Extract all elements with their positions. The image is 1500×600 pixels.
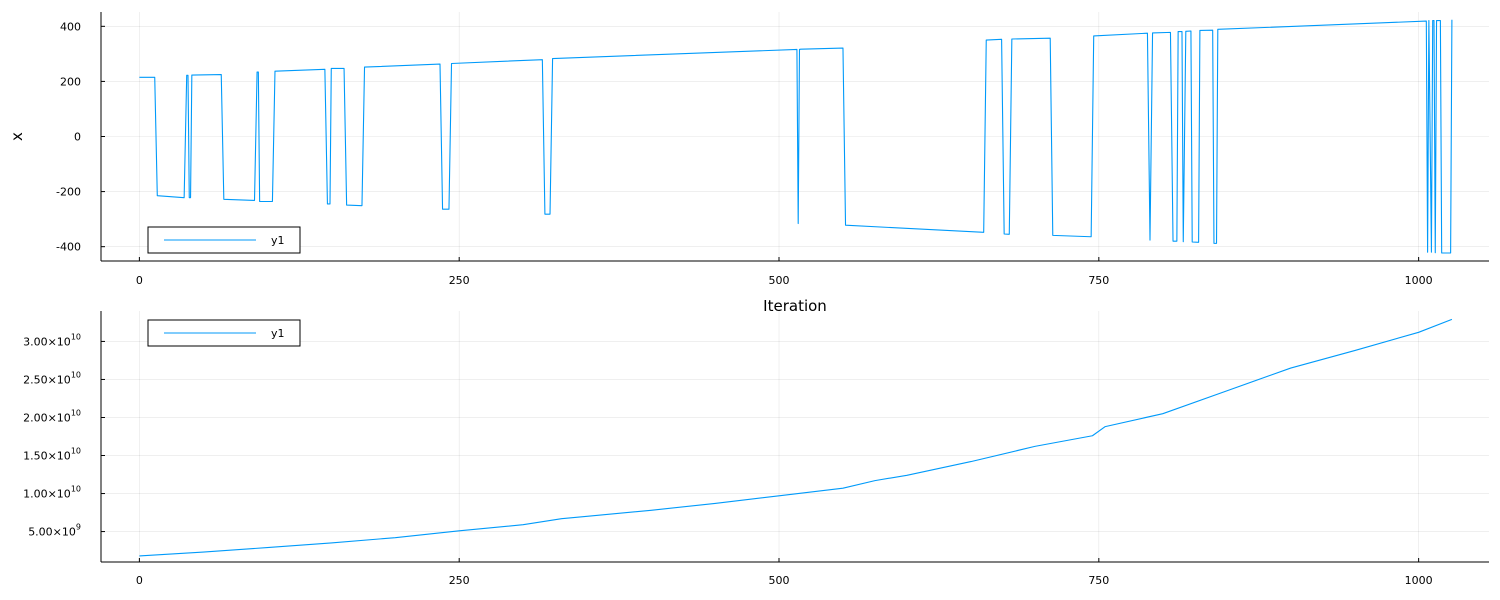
y-tick-label-exponent: 10 xyxy=(71,447,81,456)
y-tick-label-exponent: 10 xyxy=(71,370,81,379)
y-tick-label: 5.00×109 xyxy=(28,523,81,539)
y-tick-label: 200 xyxy=(60,75,81,88)
y-tick-label-exponent: 10 xyxy=(71,408,81,417)
y-tick-label: -200 xyxy=(56,186,81,199)
y-tick-label-exponent: 9 xyxy=(76,523,81,532)
y-tick-label: 1.50×1010 xyxy=(23,447,81,463)
x-tick-label: 1000 xyxy=(1405,274,1433,287)
y-tick-label: 2.50×1010 xyxy=(23,370,81,386)
y-tick-label: 2.00×1010 xyxy=(23,408,81,424)
series-line-y1 xyxy=(139,19,1453,254)
x-tick-label: 0 xyxy=(136,574,143,587)
legend: y1 xyxy=(147,319,301,347)
y-axis-title: x xyxy=(8,132,26,141)
x-tick-label: 0 xyxy=(136,274,143,287)
x-tick-label: 250 xyxy=(449,574,470,587)
x-tick-label: 750 xyxy=(1088,574,1109,587)
y-tick-label-base: 2.00×10 xyxy=(23,411,71,424)
y-tick-label-exponent: 10 xyxy=(71,332,81,341)
y-tick-label: 400 xyxy=(60,20,81,33)
x-axis-title: Iteration xyxy=(763,297,827,315)
y-tick-label: 1.00×1010 xyxy=(23,485,81,501)
y-tick-label: -400 xyxy=(56,241,81,254)
y-tick-label-base: 2.50×10 xyxy=(23,373,71,386)
y-tick-label-base: 3.00×10 xyxy=(23,335,71,348)
y-tick-label: 3.00×1010 xyxy=(23,332,81,348)
y-tick-label-base: 5.00×10 xyxy=(28,526,76,539)
x-tick-label: 500 xyxy=(769,274,790,287)
plot-x-vs-iteration: 0 250 500 750 1000 400 200 0 -200 -400 x Iteration y… xyxy=(8,12,1489,315)
y-tick-label-base: 1.00×10 xyxy=(23,488,71,501)
legend: y1 xyxy=(147,226,301,254)
legend-label: y1 xyxy=(271,234,285,247)
y-tick-label-exponent: 10 xyxy=(71,485,81,494)
legend-label: y1 xyxy=(271,327,285,340)
plot-second-series: 0 250 500 750 10003.00×10102.50×10102.00×101… xyxy=(23,311,1489,587)
y-tick-label-base: 1.50×10 xyxy=(23,450,71,463)
series-line-y1 xyxy=(139,318,1453,557)
y-tick-label: 0 xyxy=(74,131,81,144)
x-tick-label: 750 xyxy=(1088,274,1109,287)
x-tick-label: 1000 xyxy=(1405,574,1433,587)
x-tick-label: 250 xyxy=(449,274,470,287)
x-tick-label: 500 xyxy=(769,574,790,587)
